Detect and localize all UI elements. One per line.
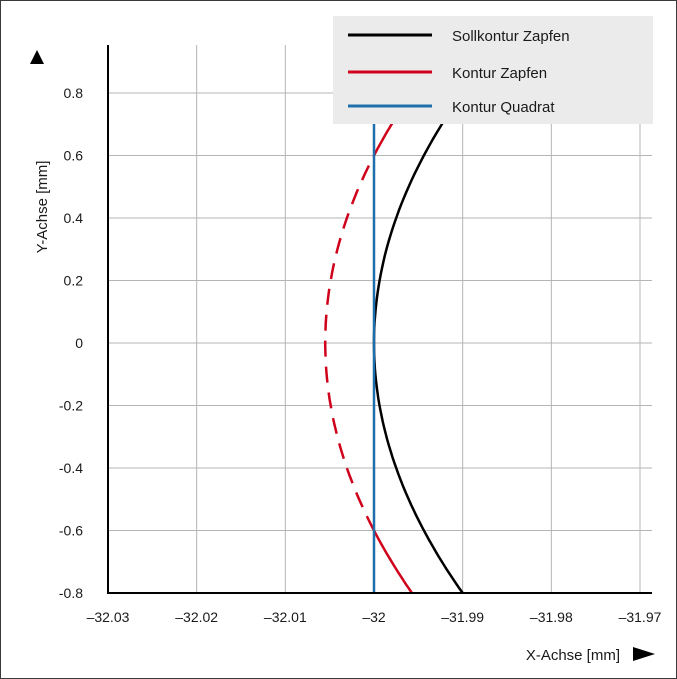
y-tick-label: -0.6: [59, 523, 83, 539]
y-tick-label: -0.8: [59, 585, 83, 601]
legend: Sollkontur Zapfen Kontur Zapfen Kontur Q…: [333, 16, 653, 124]
x-axis-label: X-Achse [mm]: [526, 647, 620, 664]
x-tick-label: –32: [362, 609, 386, 625]
legend-label-kontur-quadrat: Kontur Quadrat: [452, 99, 555, 116]
axes: [107, 45, 652, 594]
series-sollkontur-zapfen: [372, 120, 464, 594]
y-tick-label: -0.4: [59, 460, 83, 476]
y-tick-label: 0.2: [64, 273, 84, 289]
tick-labels: –32.03 –32.02 –32.01 –32 –31.99 –31.98 –31.97 0…: [59, 85, 662, 625]
x-tick-label: –31.99: [441, 609, 484, 625]
x-axis-arrow-icon: [633, 647, 655, 661]
y-tick-label: -0.2: [59, 398, 83, 414]
y-tick-label: 0.8: [64, 85, 84, 101]
grid: [108, 45, 652, 593]
y-axis-label: Y-Achse [mm]: [34, 161, 51, 254]
x-tick-label: –32.01: [264, 609, 307, 625]
legend-label-sollkontur: Sollkontur Zapfen: [452, 28, 570, 45]
y-tick-label: 0: [75, 335, 83, 351]
series-kontur-zapfen-dashed: [323, 154, 376, 532]
x-tick-label: –31.98: [530, 609, 573, 625]
y-tick-label: 0.6: [64, 148, 84, 164]
series-kontur-zapfen-upper: [372, 120, 395, 157]
x-tick-label: –32.03: [87, 609, 130, 625]
y-tick-label: 0.4: [64, 210, 84, 226]
x-tick-label: –32.02: [175, 609, 218, 625]
legend-label-kontur-zapfen: Kontur Zapfen: [452, 65, 547, 82]
y-axis-arrow-icon: [30, 50, 44, 64]
curves: [323, 120, 464, 594]
series-kontur-zapfen-lower: [372, 529, 413, 594]
x-tick-label: –31.97: [619, 609, 662, 625]
